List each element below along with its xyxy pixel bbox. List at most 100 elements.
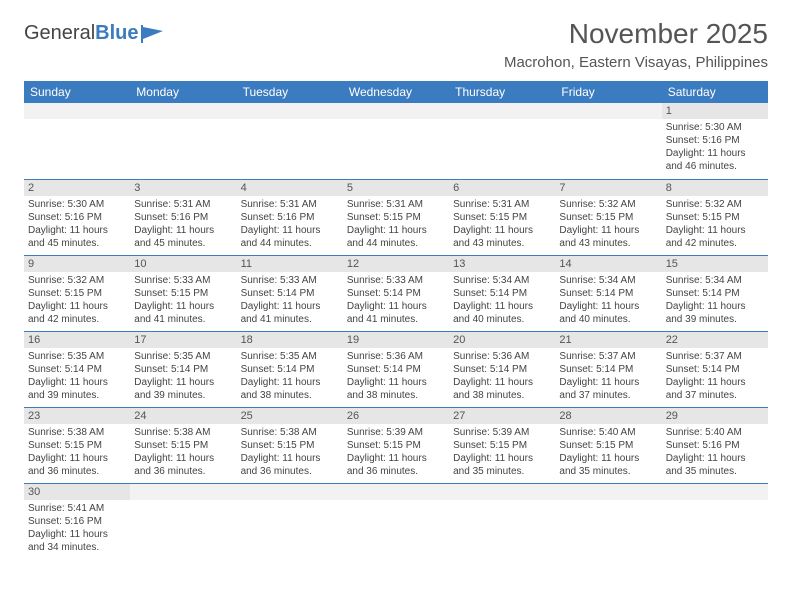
calendar-day-cell: 10Sunrise: 5:33 AMSunset: 5:15 PMDayligh… xyxy=(130,255,236,331)
calendar-header-cell: Friday xyxy=(555,81,661,103)
day-number-bar xyxy=(237,484,343,500)
day-number-bar xyxy=(343,103,449,119)
day-number-bar: 27 xyxy=(449,408,555,424)
day-number-bar xyxy=(662,484,768,500)
calendar-day-cell xyxy=(555,483,661,559)
day-number-bar: 9 xyxy=(24,256,130,272)
day-number-bar: 23 xyxy=(24,408,130,424)
day-content: Sunrise: 5:35 AMSunset: 5:14 PMDaylight:… xyxy=(24,348,130,404)
calendar-table: SundayMondayTuesdayWednesdayThursdayFrid… xyxy=(24,81,768,559)
calendar-week-row: 30Sunrise: 5:41 AMSunset: 5:16 PMDayligh… xyxy=(24,483,768,559)
day-content: Sunrise: 5:39 AMSunset: 5:15 PMDaylight:… xyxy=(449,424,555,480)
day-content: Sunrise: 5:34 AMSunset: 5:14 PMDaylight:… xyxy=(449,272,555,328)
day-number-bar: 30 xyxy=(24,484,130,500)
day-number-bar xyxy=(237,103,343,119)
day-content: Sunrise: 5:41 AMSunset: 5:16 PMDaylight:… xyxy=(24,500,130,556)
calendar-day-cell: 23Sunrise: 5:38 AMSunset: 5:15 PMDayligh… xyxy=(24,407,130,483)
calendar-day-cell xyxy=(237,103,343,179)
calendar-body: 1Sunrise: 5:30 AMSunset: 5:16 PMDaylight… xyxy=(24,103,768,559)
day-content: Sunrise: 5:30 AMSunset: 5:16 PMDaylight:… xyxy=(662,119,768,175)
calendar-day-cell: 1Sunrise: 5:30 AMSunset: 5:16 PMDaylight… xyxy=(662,103,768,179)
calendar-day-cell: 11Sunrise: 5:33 AMSunset: 5:14 PMDayligh… xyxy=(237,255,343,331)
calendar-day-cell: 24Sunrise: 5:38 AMSunset: 5:15 PMDayligh… xyxy=(130,407,236,483)
calendar-day-cell xyxy=(449,483,555,559)
day-number-bar: 6 xyxy=(449,180,555,196)
location-text: Macrohon, Eastern Visayas, Philippines xyxy=(504,54,768,71)
calendar-header-cell: Tuesday xyxy=(237,81,343,103)
day-number-bar: 28 xyxy=(555,408,661,424)
calendar-day-cell: 12Sunrise: 5:33 AMSunset: 5:14 PMDayligh… xyxy=(343,255,449,331)
day-number-bar xyxy=(555,103,661,119)
day-number-bar: 1 xyxy=(662,103,768,119)
day-number-bar xyxy=(555,484,661,500)
page-header: GeneralBlue November 2025 Macrohon, East… xyxy=(24,18,768,71)
calendar-day-cell: 5Sunrise: 5:31 AMSunset: 5:15 PMDaylight… xyxy=(343,179,449,255)
calendar-day-cell: 22Sunrise: 5:37 AMSunset: 5:14 PMDayligh… xyxy=(662,331,768,407)
calendar-day-cell xyxy=(343,103,449,179)
day-number-bar: 16 xyxy=(24,332,130,348)
day-number-bar: 11 xyxy=(237,256,343,272)
day-content: Sunrise: 5:37 AMSunset: 5:14 PMDaylight:… xyxy=(555,348,661,404)
day-number-bar: 5 xyxy=(343,180,449,196)
title-block: November 2025 Macrohon, Eastern Visayas,… xyxy=(504,18,768,71)
logo-text-blue: Blue xyxy=(95,22,138,45)
month-title: November 2025 xyxy=(504,18,768,50)
calendar-day-cell xyxy=(130,483,236,559)
calendar-week-row: 16Sunrise: 5:35 AMSunset: 5:14 PMDayligh… xyxy=(24,331,768,407)
logo-text-general: General xyxy=(24,22,95,45)
day-number-bar xyxy=(449,484,555,500)
day-number-bar: 13 xyxy=(449,256,555,272)
calendar-week-row: 1Sunrise: 5:30 AMSunset: 5:16 PMDaylight… xyxy=(24,103,768,179)
calendar-day-cell: 14Sunrise: 5:34 AMSunset: 5:14 PMDayligh… xyxy=(555,255,661,331)
day-number-bar: 14 xyxy=(555,256,661,272)
day-content: Sunrise: 5:34 AMSunset: 5:14 PMDaylight:… xyxy=(662,272,768,328)
day-number-bar: 2 xyxy=(24,180,130,196)
calendar-day-cell: 18Sunrise: 5:35 AMSunset: 5:14 PMDayligh… xyxy=(237,331,343,407)
calendar-day-cell xyxy=(449,103,555,179)
day-content: Sunrise: 5:31 AMSunset: 5:15 PMDaylight:… xyxy=(449,196,555,252)
calendar-day-cell: 4Sunrise: 5:31 AMSunset: 5:16 PMDaylight… xyxy=(237,179,343,255)
day-content: Sunrise: 5:31 AMSunset: 5:15 PMDaylight:… xyxy=(343,196,449,252)
day-content: Sunrise: 5:38 AMSunset: 5:15 PMDaylight:… xyxy=(237,424,343,480)
calendar-day-cell: 28Sunrise: 5:40 AMSunset: 5:15 PMDayligh… xyxy=(555,407,661,483)
day-content: Sunrise: 5:34 AMSunset: 5:14 PMDaylight:… xyxy=(555,272,661,328)
day-number-bar: 15 xyxy=(662,256,768,272)
day-content: Sunrise: 5:38 AMSunset: 5:15 PMDaylight:… xyxy=(130,424,236,480)
calendar-header-cell: Sunday xyxy=(24,81,130,103)
logo: GeneralBlue xyxy=(24,22,165,45)
calendar-day-cell: 13Sunrise: 5:34 AMSunset: 5:14 PMDayligh… xyxy=(449,255,555,331)
calendar-day-cell xyxy=(130,103,236,179)
day-content: Sunrise: 5:35 AMSunset: 5:14 PMDaylight:… xyxy=(237,348,343,404)
day-number-bar: 20 xyxy=(449,332,555,348)
calendar-day-cell: 8Sunrise: 5:32 AMSunset: 5:15 PMDaylight… xyxy=(662,179,768,255)
day-content: Sunrise: 5:36 AMSunset: 5:14 PMDaylight:… xyxy=(343,348,449,404)
day-number-bar: 4 xyxy=(237,180,343,196)
calendar-header-row: SundayMondayTuesdayWednesdayThursdayFrid… xyxy=(24,81,768,103)
calendar-day-cell: 7Sunrise: 5:32 AMSunset: 5:15 PMDaylight… xyxy=(555,179,661,255)
calendar-day-cell xyxy=(237,483,343,559)
day-content: Sunrise: 5:33 AMSunset: 5:14 PMDaylight:… xyxy=(343,272,449,328)
day-content: Sunrise: 5:39 AMSunset: 5:15 PMDaylight:… xyxy=(343,424,449,480)
day-number-bar: 25 xyxy=(237,408,343,424)
calendar-day-cell xyxy=(662,483,768,559)
calendar-day-cell: 21Sunrise: 5:37 AMSunset: 5:14 PMDayligh… xyxy=(555,331,661,407)
calendar-day-cell: 20Sunrise: 5:36 AMSunset: 5:14 PMDayligh… xyxy=(449,331,555,407)
calendar-day-cell xyxy=(555,103,661,179)
day-number-bar: 29 xyxy=(662,408,768,424)
day-number-bar: 12 xyxy=(343,256,449,272)
day-content: Sunrise: 5:31 AMSunset: 5:16 PMDaylight:… xyxy=(130,196,236,252)
day-number-bar: 22 xyxy=(662,332,768,348)
calendar-day-cell: 25Sunrise: 5:38 AMSunset: 5:15 PMDayligh… xyxy=(237,407,343,483)
calendar-week-row: 9Sunrise: 5:32 AMSunset: 5:15 PMDaylight… xyxy=(24,255,768,331)
day-content: Sunrise: 5:30 AMSunset: 5:16 PMDaylight:… xyxy=(24,196,130,252)
day-number-bar xyxy=(343,484,449,500)
day-content: Sunrise: 5:40 AMSunset: 5:16 PMDaylight:… xyxy=(662,424,768,480)
day-content: Sunrise: 5:33 AMSunset: 5:15 PMDaylight:… xyxy=(130,272,236,328)
day-number-bar: 18 xyxy=(237,332,343,348)
day-content: Sunrise: 5:35 AMSunset: 5:14 PMDaylight:… xyxy=(130,348,236,404)
calendar-week-row: 2Sunrise: 5:30 AMSunset: 5:16 PMDaylight… xyxy=(24,179,768,255)
day-content: Sunrise: 5:32 AMSunset: 5:15 PMDaylight:… xyxy=(662,196,768,252)
calendar-day-cell: 30Sunrise: 5:41 AMSunset: 5:16 PMDayligh… xyxy=(24,483,130,559)
day-number-bar xyxy=(130,103,236,119)
calendar-week-row: 23Sunrise: 5:38 AMSunset: 5:15 PMDayligh… xyxy=(24,407,768,483)
